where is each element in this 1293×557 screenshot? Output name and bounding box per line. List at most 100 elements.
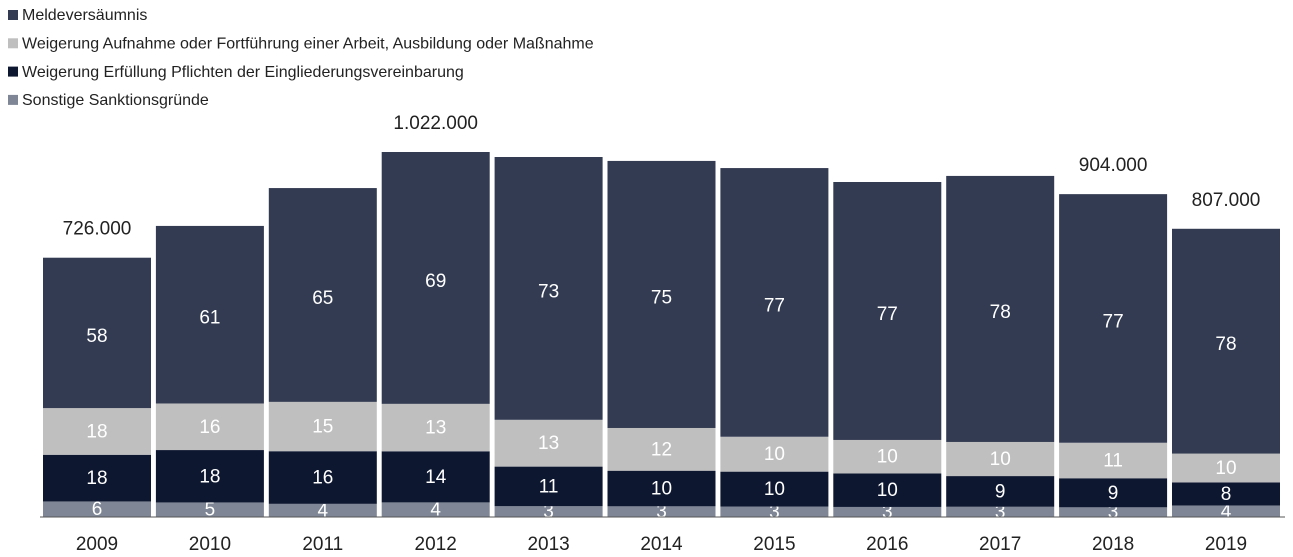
segment-label: 3 [769, 502, 780, 523]
segment-label: 10 [764, 444, 785, 465]
x-tick-label: 2014 [640, 534, 683, 555]
legend-swatch [8, 66, 18, 77]
segment-label: 3 [882, 502, 893, 523]
bar-segment [833, 182, 942, 440]
bar-segment [268, 451, 377, 504]
total-label: 904.000 [1079, 155, 1148, 176]
segment-label: 65 [312, 288, 333, 309]
segment-label: 4 [318, 500, 329, 521]
bar-segment [946, 441, 1055, 477]
bar-segment [1172, 453, 1280, 483]
bar-segment [1059, 478, 1168, 508]
bar-segment [946, 506, 1055, 517]
bar-segment [946, 476, 1055, 507]
x-tick-label: 2013 [527, 534, 569, 555]
bar-segment [43, 408, 151, 455]
segment-label: 61 [199, 308, 220, 329]
bar-segment [381, 451, 490, 503]
segment-label: 78 [990, 302, 1011, 323]
bar-segment [946, 175, 1055, 442]
bar-segment [833, 473, 942, 507]
segment-label: 9 [1108, 483, 1119, 504]
segment-label: 77 [877, 304, 898, 325]
segment-label: 10 [990, 449, 1011, 470]
segment-label: 13 [538, 433, 559, 454]
segment-label: 14 [425, 467, 447, 488]
x-tick-label: 2019 [1205, 534, 1247, 555]
legend-swatch [8, 38, 18, 49]
bar-segment [494, 419, 603, 467]
bar-segment [1172, 505, 1280, 517]
x-tick-label: 2009 [76, 534, 118, 555]
x-tick-label: 2016 [866, 534, 908, 555]
bar-segment [268, 503, 377, 517]
segment-label: 5 [205, 500, 216, 521]
segment-label: 10 [877, 447, 898, 468]
bar-segment [720, 168, 829, 437]
bar-segment [155, 403, 264, 451]
segment-label: 6 [92, 499, 103, 520]
bar-segment [494, 506, 603, 517]
bar-segment [381, 403, 490, 452]
bar-segment [720, 436, 829, 472]
legend-swatch [8, 10, 18, 20]
bar-segment [43, 501, 151, 517]
segment-label: 18 [86, 468, 107, 489]
segment-label: 9 [995, 481, 1006, 502]
segment-label: 77 [764, 295, 785, 316]
x-tick-label: 2011 [302, 534, 343, 555]
bar-segment [1059, 507, 1168, 517]
bar-segment [494, 466, 603, 507]
total-label: 807.000 [1192, 190, 1261, 211]
segment-label: 69 [425, 271, 446, 292]
segment-label: 4 [430, 500, 441, 521]
bar-segment [381, 152, 490, 404]
bar-segment [43, 454, 151, 502]
bar-segment [607, 427, 716, 471]
segment-label: 18 [199, 466, 220, 487]
segment-label: 11 [1103, 451, 1123, 472]
segment-label: 12 [651, 439, 672, 460]
bar-segment [1059, 442, 1168, 479]
bar-segment [381, 502, 490, 517]
segment-label: 75 [651, 287, 672, 308]
bar-segment [268, 188, 377, 402]
segment-label: 10 [651, 479, 672, 500]
bar-segment [607, 470, 716, 507]
segment-label: 3 [656, 502, 667, 523]
bar-segment [43, 257, 151, 409]
x-tick-label: 2015 [753, 534, 795, 555]
bar-segment [155, 225, 264, 404]
bar-segment [833, 506, 942, 517]
segment-label: 18 [86, 421, 107, 442]
segment-label: 13 [425, 418, 446, 439]
x-tick-label: 2012 [415, 534, 457, 555]
segment-label: 8 [1221, 484, 1232, 505]
x-tick-label: 2010 [189, 534, 231, 555]
bar-segment [494, 157, 603, 420]
segment-label: 73 [538, 281, 559, 302]
segment-label: 11 [539, 476, 559, 497]
x-tick-label: 2017 [979, 534, 1021, 555]
total-label: 1.022.000 [393, 113, 478, 134]
bar-segment [268, 401, 377, 452]
bar-segment [607, 506, 716, 517]
bar-segment [833, 439, 942, 474]
segment-label: 10 [764, 479, 785, 500]
bar-segment [1059, 194, 1168, 443]
segment-label: 77 [1103, 311, 1124, 332]
bar-segment [155, 502, 264, 517]
segment-label: 4 [1221, 501, 1232, 522]
segment-label: 58 [86, 326, 107, 347]
bar-segment [720, 471, 829, 507]
segment-label: 3 [543, 502, 554, 523]
segment-label: 16 [312, 468, 333, 489]
segment-label: 16 [199, 417, 220, 438]
legend-label: Weigerung Aufnahme oder Fortführung eine… [22, 36, 594, 53]
segment-label: 3 [995, 502, 1006, 523]
bar-segment [720, 506, 829, 517]
bar-segment [1172, 482, 1280, 506]
x-tick-label: 2018 [1092, 534, 1134, 555]
legend-label: Sonstige Sanktionsgründe [22, 92, 209, 109]
